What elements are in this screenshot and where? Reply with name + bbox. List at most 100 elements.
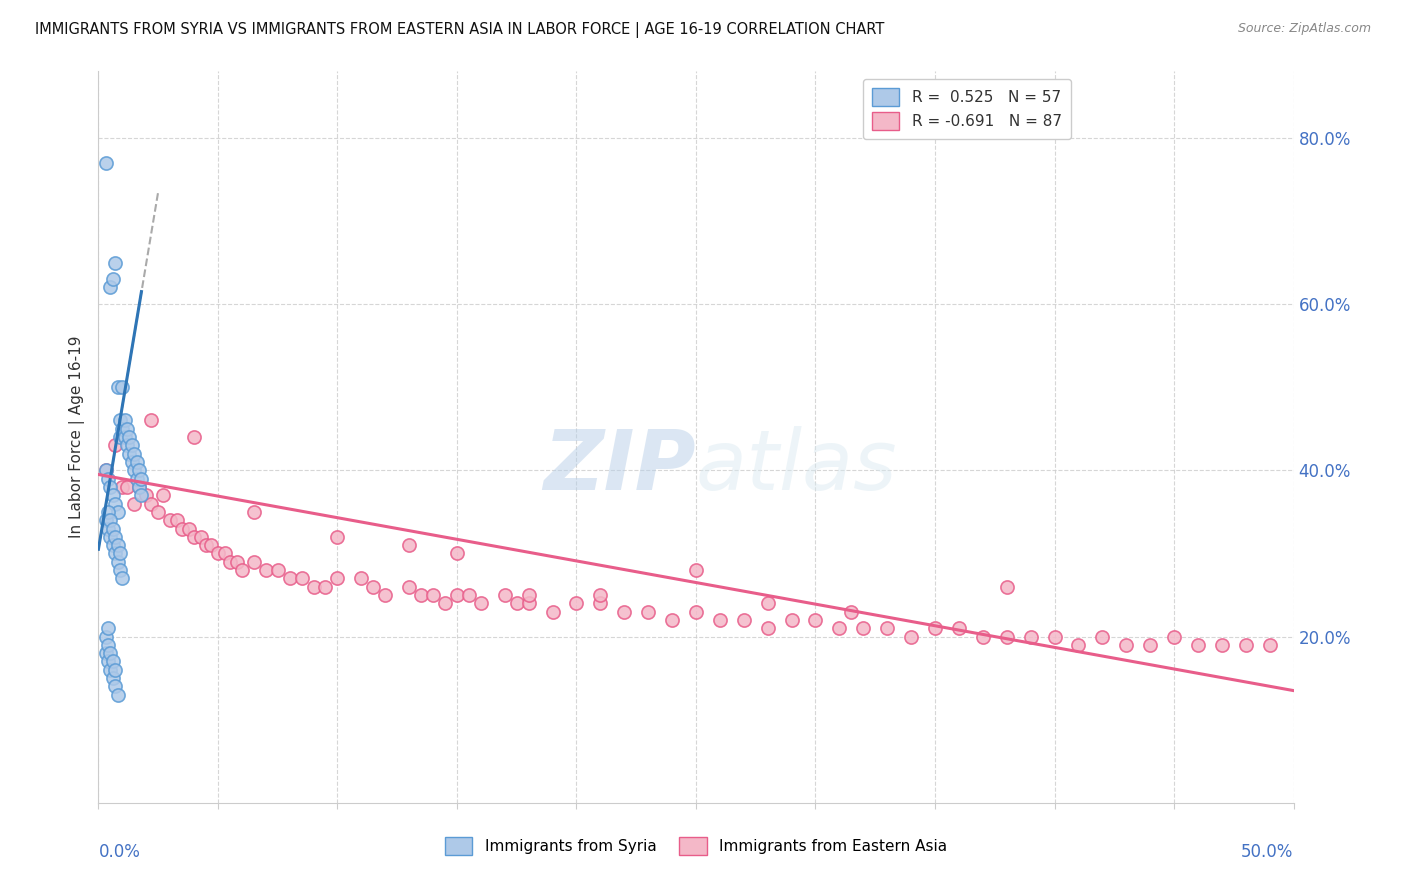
Point (541, 605, 564, 619)
Point (104, 497, 127, 511)
Point (131, 472, 153, 486)
Point (733, 613, 755, 627)
Point (179, 521, 201, 535)
Point (326, 530, 349, 544)
Point (125, 455, 148, 469)
Point (190, 530, 212, 544)
Point (291, 571, 314, 585)
Point (98, 530, 122, 544)
Point (995, 580, 1018, 594)
Point (108, 413, 131, 427)
Point (152, 488, 174, 502)
Point (506, 596, 529, 610)
Point (94, 463, 117, 477)
Point (195, 538, 218, 552)
Point (98, 480, 122, 494)
Point (589, 588, 612, 602)
Point (101, 655, 124, 669)
Point (139, 497, 162, 511)
Point (94, 463, 117, 477)
Point (1139, 638, 1161, 652)
Point (1043, 630, 1066, 644)
Point (231, 563, 253, 577)
Point (118, 430, 141, 444)
Point (104, 255, 127, 269)
Point (98, 646, 122, 660)
Point (94, 646, 117, 660)
Point (183, 430, 205, 444)
Point (107, 538, 129, 552)
Point (422, 588, 444, 602)
Point (115, 422, 138, 436)
Point (267, 563, 290, 577)
Point (363, 580, 385, 594)
Point (115, 480, 138, 494)
Point (97, 521, 120, 535)
Point (97, 638, 120, 652)
Point (446, 546, 468, 560)
Point (128, 480, 150, 494)
Text: Source: ZipAtlas.com: Source: ZipAtlas.com (1237, 22, 1371, 36)
Point (1187, 638, 1209, 652)
Point (94, 630, 117, 644)
Point (124, 463, 146, 477)
Point (494, 588, 516, 602)
Point (900, 630, 922, 644)
Point (101, 538, 124, 552)
Point (226, 555, 249, 569)
Point (1115, 638, 1137, 652)
Point (1163, 630, 1185, 644)
Point (458, 588, 481, 602)
Point (948, 621, 970, 635)
Point (124, 447, 146, 461)
Point (118, 447, 141, 461)
Point (104, 530, 127, 544)
Legend: Immigrants from Syria, Immigrants from Eastern Asia: Immigrants from Syria, Immigrants from E… (439, 831, 953, 861)
Point (852, 621, 875, 635)
Point (709, 613, 731, 627)
Point (111, 480, 134, 494)
Point (1091, 630, 1114, 644)
Point (756, 621, 779, 635)
Point (124, 497, 146, 511)
Point (172, 521, 194, 535)
Point (470, 596, 492, 610)
Point (183, 530, 205, 544)
Point (111, 422, 134, 436)
Point (661, 613, 683, 627)
Point (637, 605, 659, 619)
Point (1019, 630, 1042, 644)
Text: atlas: atlas (696, 425, 897, 507)
Point (128, 463, 150, 477)
Text: 50.0%: 50.0% (1241, 843, 1294, 861)
Point (924, 621, 946, 635)
Point (111, 571, 134, 585)
Point (135, 488, 157, 502)
Point (214, 546, 236, 560)
Point (411, 588, 433, 602)
Point (125, 472, 148, 486)
Point (114, 413, 136, 427)
Point (565, 596, 588, 610)
Point (876, 621, 898, 635)
Point (398, 538, 420, 552)
Point (446, 588, 468, 602)
Point (107, 688, 129, 702)
Text: ZIP: ZIP (543, 425, 696, 507)
Point (302, 580, 325, 594)
Point (243, 555, 266, 569)
Y-axis label: In Labor Force | Age 16-19: In Labor Force | Age 16-19 (69, 335, 86, 539)
Text: IMMIGRANTS FROM SYRIA VS IMMIGRANTS FROM EASTERN ASIA IN LABOR FORCE | AGE 16-19: IMMIGRANTS FROM SYRIA VS IMMIGRANTS FROM… (35, 22, 884, 38)
Point (98, 280, 122, 294)
Point (780, 613, 803, 627)
Point (200, 538, 222, 552)
Point (1067, 638, 1090, 652)
Point (94, 155, 117, 169)
Text: 0.0%: 0.0% (98, 843, 141, 861)
Point (828, 621, 851, 635)
Point (207, 546, 229, 560)
Point (104, 680, 127, 694)
Point (685, 563, 707, 577)
Point (101, 488, 124, 502)
Point (315, 580, 337, 594)
